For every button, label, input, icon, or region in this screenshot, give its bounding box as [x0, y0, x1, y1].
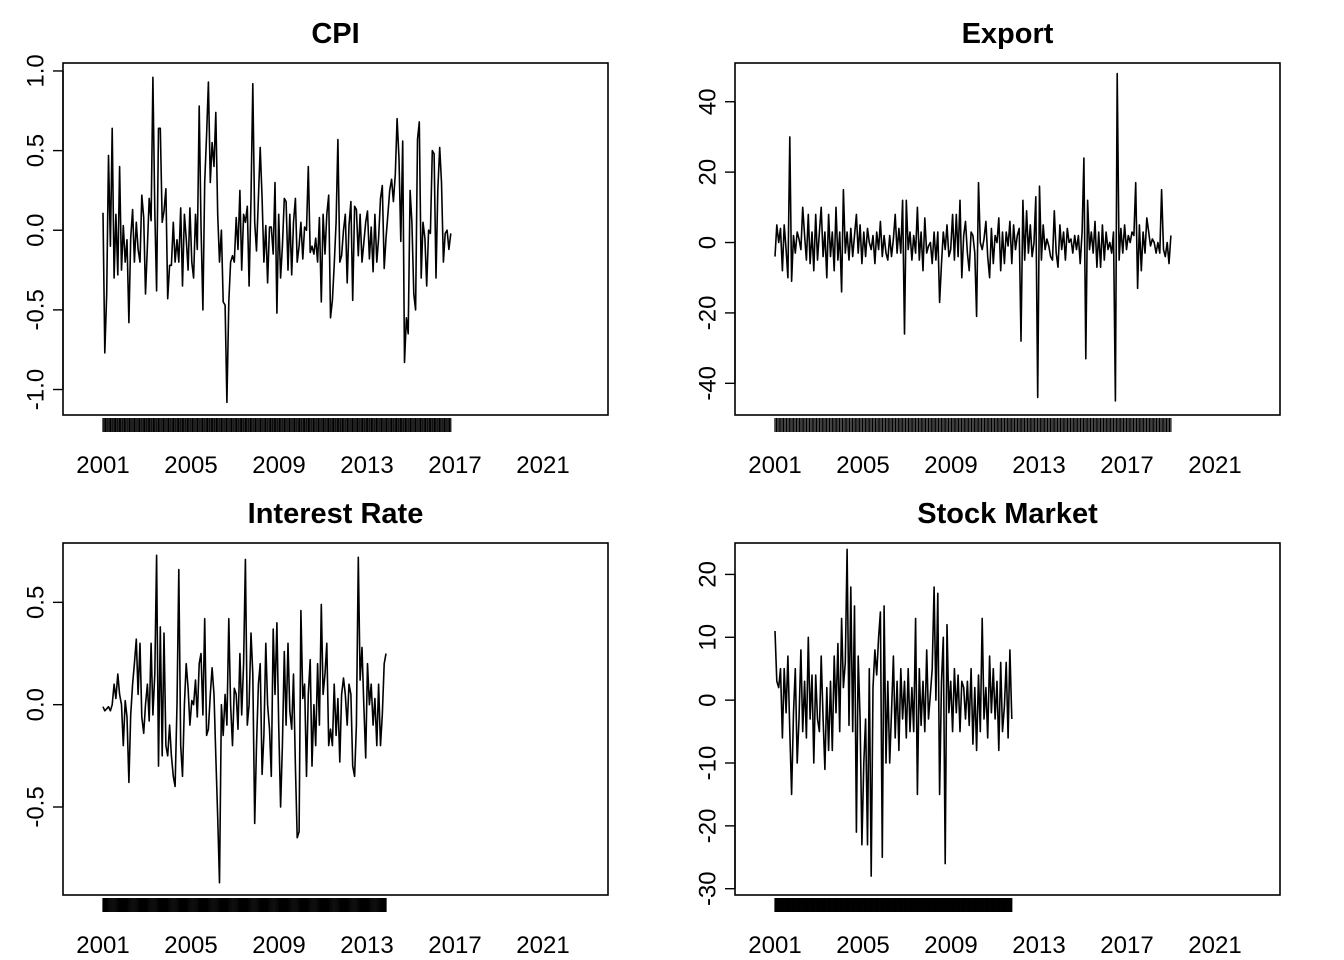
chart-panel-2: Export -40 -20 0 20 40 2001 2005 2009 2013 2017 202… — [694, 18, 1281, 479]
y-tick-label: 0.5 — [22, 586, 49, 619]
x-minor-ticks — [102, 898, 387, 912]
y-tick-label: 1.0 — [22, 54, 49, 87]
x-tick-label: 2021 — [516, 932, 569, 959]
y-tick-label: 0.0 — [22, 688, 49, 721]
y-tick-label: 0.0 — [22, 214, 49, 247]
x-tick-label: 2001 — [76, 452, 129, 479]
y-tick-label: -1.0 — [22, 369, 49, 410]
y-tick-label: 20 — [694, 159, 721, 186]
x-tick-label: 2017 — [1100, 452, 1153, 479]
chart-panel-1: CPI -1.0 -0.5 0.0 0.5 1.0 2001 2005 2009 2013 2017… — [22, 18, 609, 479]
x-tick-label: 2017 — [428, 932, 481, 959]
series-line — [102, 76, 452, 404]
x-tick-label: 2009 — [252, 452, 305, 479]
x-tick-label: 2001 — [748, 932, 801, 959]
x-tick-label: 2005 — [836, 452, 889, 479]
y-tick-label: -40 — [694, 366, 721, 401]
chart-panel-3: Interest Rate -0.5 0.0 0.5 2001 2005 2009 2013 2… — [22, 498, 609, 959]
x-tick-label: 2017 — [428, 452, 481, 479]
y-tick-label: 0 — [694, 693, 721, 706]
x-tick-label: 2021 — [516, 452, 569, 479]
y-tick-label: -20 — [694, 809, 721, 844]
y-tick-label: -0.5 — [22, 786, 49, 827]
y-tick-label: -20 — [694, 296, 721, 331]
x-tick-label: 2009 — [252, 932, 305, 959]
chart-title: CPI — [311, 18, 359, 50]
series-line — [774, 548, 1013, 877]
y-tick-label: 0.5 — [22, 134, 49, 167]
y-tick-label: 40 — [694, 88, 721, 115]
x-tick-label: 2013 — [340, 452, 393, 479]
x-tick-label: 2001 — [76, 932, 129, 959]
x-tick-label: 2021 — [1188, 452, 1241, 479]
x-tick-label: 2013 — [1012, 932, 1065, 959]
x-tick-label: 2005 — [836, 932, 889, 959]
y-tick-label: 20 — [694, 561, 721, 588]
x-tick-label: 2013 — [340, 932, 393, 959]
y-tick-label: -0.5 — [22, 289, 49, 330]
x-tick-label: 2005 — [164, 932, 217, 959]
x-minor-ticks — [774, 898, 1013, 912]
x-tick-label: 2017 — [1100, 932, 1153, 959]
x-minor-ticks — [774, 418, 1172, 432]
chart-panel-4: Stock Market -30 -20 -10 0 10 20 2001 2005 2009 20… — [694, 498, 1281, 959]
chart-title: Interest Rate — [248, 498, 424, 530]
y-tick-label: 0 — [694, 236, 721, 249]
y-tick-label: -10 — [694, 746, 721, 781]
x-minor-ticks — [102, 418, 452, 432]
x-tick-label: 2009 — [924, 932, 977, 959]
x-tick-label: 2005 — [164, 452, 217, 479]
chart-title: Export — [962, 18, 1054, 50]
series-line — [774, 72, 1172, 402]
chart-title: Stock Market — [917, 498, 1098, 530]
y-tick-label: 10 — [694, 624, 721, 651]
y-tick-label: -30 — [694, 871, 721, 906]
series-line — [102, 554, 387, 884]
x-tick-label: 2021 — [1188, 932, 1241, 959]
x-tick-label: 2013 — [1012, 452, 1065, 479]
x-tick-label: 2001 — [748, 452, 801, 479]
x-tick-label: 2009 — [924, 452, 977, 479]
